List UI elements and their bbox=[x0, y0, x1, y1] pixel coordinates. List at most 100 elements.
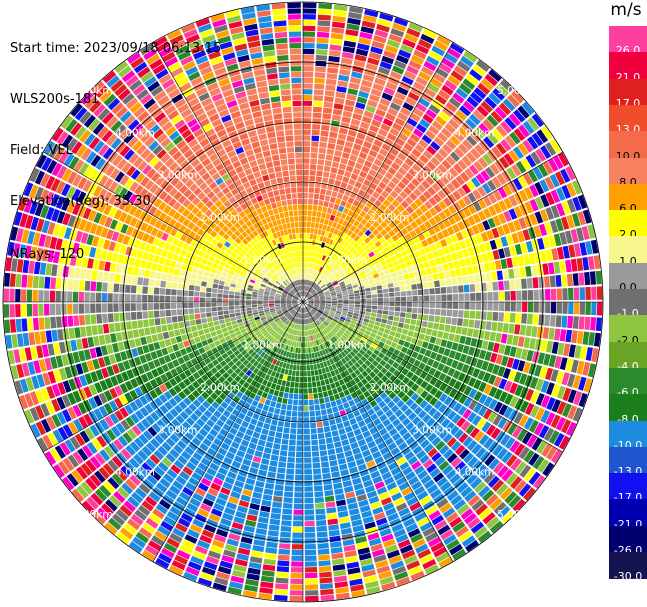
velocity-gate bbox=[413, 81, 426, 92]
velocity-gate bbox=[406, 560, 421, 570]
velocity-gate bbox=[253, 539, 266, 547]
velocity-gate bbox=[483, 437, 494, 450]
velocity-gate bbox=[67, 291, 73, 302]
velocity-gate bbox=[426, 55, 440, 67]
velocity-gate bbox=[117, 486, 130, 499]
velocity-gate bbox=[374, 481, 385, 490]
velocity-gate bbox=[206, 433, 215, 442]
velocity-gate bbox=[251, 297, 258, 300]
velocity-gate bbox=[234, 291, 241, 296]
velocity-gate bbox=[276, 320, 282, 325]
velocity-gate bbox=[496, 83, 510, 97]
velocity-gate bbox=[291, 549, 303, 556]
velocity-gate bbox=[411, 284, 418, 290]
velocity-gate bbox=[351, 71, 363, 79]
velocity-gate bbox=[401, 446, 412, 456]
velocity-gate bbox=[461, 267, 468, 276]
velocity-gate bbox=[434, 315, 441, 323]
velocity-gate bbox=[124, 303, 131, 312]
velocity-gate bbox=[513, 267, 521, 279]
velocity-gate bbox=[395, 302, 401, 307]
velocity-gate bbox=[129, 474, 141, 486]
velocity-gate bbox=[351, 148, 360, 157]
velocity-gate bbox=[335, 223, 342, 230]
velocity-gate bbox=[254, 394, 261, 402]
velocity-gate bbox=[418, 302, 424, 308]
velocity-gate bbox=[342, 308, 348, 312]
velocity-gate bbox=[372, 383, 380, 391]
velocity-gate bbox=[420, 380, 429, 389]
velocity-gate bbox=[232, 357, 239, 364]
velocity-gate bbox=[303, 382, 308, 388]
velocity-gate bbox=[374, 277, 381, 283]
velocity-gate bbox=[97, 324, 104, 335]
velocity-gate bbox=[442, 407, 452, 417]
velocity-gate bbox=[389, 292, 395, 297]
velocity-gate bbox=[492, 281, 499, 291]
velocity-gate bbox=[561, 274, 568, 287]
velocity-gate bbox=[277, 379, 283, 385]
velocity-gate bbox=[192, 492, 204, 502]
velocity-gate bbox=[260, 575, 275, 583]
velocity-gate bbox=[276, 566, 290, 573]
velocity-gate bbox=[203, 452, 214, 462]
velocity-gate bbox=[364, 315, 371, 320]
velocity-gate bbox=[212, 283, 219, 289]
velocity-gate bbox=[303, 285, 305, 291]
velocity-gate bbox=[306, 318, 309, 324]
velocity-gate bbox=[333, 327, 339, 333]
velocity-gate bbox=[310, 269, 314, 275]
velocity-gate bbox=[373, 139, 383, 148]
velocity-gate bbox=[322, 206, 328, 213]
velocity-gate bbox=[299, 365, 303, 371]
velocity-gate bbox=[525, 388, 534, 401]
velocity-gate bbox=[272, 315, 278, 319]
velocity-gate bbox=[347, 159, 356, 167]
velocity-gate bbox=[249, 467, 259, 475]
velocity-gate bbox=[320, 331, 325, 337]
velocity-gate bbox=[333, 342, 339, 348]
velocity-gate bbox=[423, 261, 431, 269]
velocity-gate bbox=[511, 232, 520, 244]
velocity-gate bbox=[205, 387, 214, 396]
velocity-gate bbox=[324, 490, 334, 497]
velocity-gate bbox=[394, 332, 402, 339]
velocity-gate bbox=[96, 507, 110, 521]
velocity-gate bbox=[386, 549, 400, 559]
velocity-gate bbox=[313, 258, 317, 264]
velocity-gate bbox=[478, 405, 488, 417]
velocity-gate bbox=[160, 373, 169, 383]
velocity-gate bbox=[205, 297, 211, 302]
velocity-gate bbox=[238, 378, 246, 386]
velocity-gate bbox=[93, 336, 100, 347]
velocity-gate bbox=[445, 317, 452, 325]
velocity-gate bbox=[355, 488, 366, 497]
velocity-gate bbox=[317, 272, 322, 278]
velocity-gate bbox=[381, 318, 388, 324]
velocity-gate bbox=[348, 294, 354, 297]
velocity-gate bbox=[280, 315, 286, 320]
velocity-gate bbox=[480, 170, 491, 182]
velocity-gate bbox=[216, 528, 229, 538]
velocity-gate bbox=[264, 386, 270, 393]
velocity-gate bbox=[293, 509, 303, 515]
velocity-gate bbox=[340, 285, 347, 290]
velocity-gate bbox=[392, 260, 400, 267]
velocity-gate bbox=[189, 319, 196, 326]
velocity-gate bbox=[130, 294, 136, 302]
velocity-gate bbox=[226, 538, 239, 547]
velocity-gate bbox=[517, 143, 529, 156]
velocity-gate bbox=[328, 286, 334, 291]
velocity-gate bbox=[398, 280, 405, 286]
velocity-gate bbox=[377, 293, 383, 298]
velocity-gate bbox=[222, 512, 234, 521]
velocity-gate bbox=[115, 332, 123, 342]
velocity-gate bbox=[338, 338, 344, 345]
velocity-gate bbox=[281, 514, 292, 521]
velocity-gate bbox=[147, 303, 154, 311]
velocity-gate bbox=[310, 310, 315, 315]
velocity-gate bbox=[310, 275, 313, 281]
velocity-gate bbox=[453, 391, 463, 402]
velocity-gate bbox=[277, 560, 290, 567]
velocity-gate bbox=[303, 216, 307, 222]
